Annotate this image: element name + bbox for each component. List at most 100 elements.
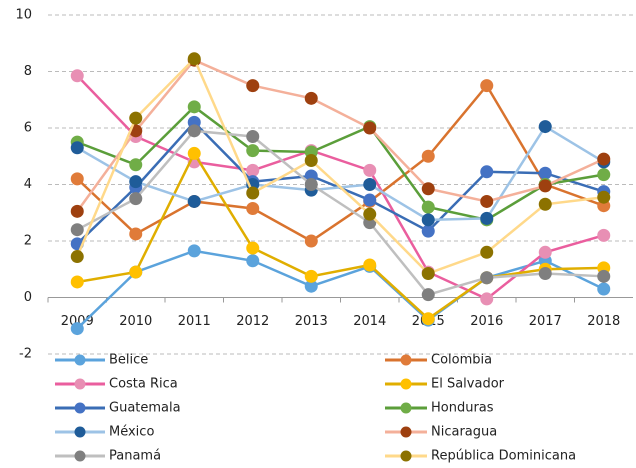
series-line bbox=[76, 83, 605, 243]
point bbox=[480, 245, 494, 259]
point bbox=[187, 52, 201, 66]
legend-label: Belice bbox=[109, 353, 148, 368]
series-line bbox=[76, 58, 605, 213]
point bbox=[304, 279, 318, 293]
point bbox=[421, 182, 435, 196]
point bbox=[70, 204, 84, 218]
point bbox=[597, 152, 611, 166]
legend-label: Colombia bbox=[431, 353, 492, 368]
point bbox=[304, 91, 318, 105]
y-tick-label: 4 bbox=[24, 177, 32, 192]
point bbox=[304, 234, 318, 248]
x-tick-label: 2013 bbox=[295, 314, 328, 329]
point bbox=[246, 144, 260, 158]
point bbox=[129, 111, 143, 125]
point bbox=[129, 158, 143, 172]
point bbox=[363, 121, 377, 135]
series-line bbox=[76, 56, 604, 275]
point bbox=[70, 275, 84, 289]
point bbox=[70, 172, 84, 186]
point bbox=[538, 197, 552, 211]
legend-label: México bbox=[109, 425, 154, 440]
point bbox=[187, 244, 201, 258]
point bbox=[538, 166, 552, 180]
legend-label: Guatemala bbox=[109, 401, 181, 416]
legend-label: Nicaragua bbox=[431, 425, 497, 440]
point bbox=[246, 241, 260, 255]
y-tick-label: 0 bbox=[24, 290, 32, 305]
legend-label: Honduras bbox=[431, 401, 494, 416]
point bbox=[187, 194, 201, 208]
x-tick-label: 2012 bbox=[236, 314, 269, 329]
point bbox=[304, 269, 318, 283]
point bbox=[480, 165, 494, 179]
point bbox=[421, 200, 435, 214]
legend-marker bbox=[74, 426, 86, 438]
point bbox=[246, 129, 260, 143]
point bbox=[129, 265, 143, 279]
point bbox=[246, 163, 260, 177]
point bbox=[363, 207, 377, 221]
x-tick-label: 2017 bbox=[529, 314, 562, 329]
point bbox=[363, 193, 377, 207]
x-tick-label: 2010 bbox=[119, 314, 152, 329]
point bbox=[70, 141, 84, 155]
legend-label: El Salvador bbox=[431, 377, 505, 392]
point bbox=[421, 288, 435, 302]
legend-marker bbox=[74, 402, 86, 414]
point bbox=[480, 79, 494, 93]
series-line bbox=[77, 150, 604, 321]
x-tick-label: 2009 bbox=[61, 314, 94, 329]
point bbox=[246, 186, 260, 200]
y-tick-label: 2 bbox=[24, 234, 32, 249]
legend-label: Costa Rica bbox=[109, 377, 178, 392]
point bbox=[246, 254, 260, 268]
point bbox=[363, 178, 377, 191]
point bbox=[70, 69, 84, 83]
legend-marker bbox=[74, 354, 86, 366]
legend-marker bbox=[400, 426, 412, 438]
point bbox=[70, 322, 84, 336]
point bbox=[597, 168, 611, 182]
point bbox=[363, 258, 377, 272]
point bbox=[538, 266, 552, 280]
y-tick-label: 10 bbox=[15, 8, 32, 23]
y-tick-label: -2 bbox=[19, 347, 32, 362]
point bbox=[304, 178, 318, 191]
point bbox=[538, 245, 552, 259]
point bbox=[421, 149, 435, 163]
point bbox=[538, 179, 552, 193]
legend-marker bbox=[74, 378, 86, 390]
point bbox=[597, 190, 611, 204]
y-tick-label: 8 bbox=[24, 64, 32, 79]
legend-label: Panamá bbox=[109, 449, 161, 464]
series-line bbox=[76, 249, 605, 330]
point bbox=[246, 79, 260, 93]
point bbox=[421, 266, 435, 280]
point bbox=[421, 224, 435, 238]
x-tick-label: 2018 bbox=[587, 314, 620, 329]
point bbox=[480, 271, 494, 285]
point bbox=[246, 202, 260, 216]
point bbox=[421, 312, 435, 326]
point bbox=[421, 213, 435, 227]
point bbox=[538, 120, 552, 134]
point bbox=[187, 100, 201, 114]
legend-label: República Dominicana bbox=[431, 449, 576, 464]
legend-marker bbox=[74, 450, 86, 462]
point bbox=[597, 282, 611, 296]
point bbox=[187, 124, 201, 138]
legend-marker bbox=[400, 354, 412, 366]
point bbox=[70, 250, 84, 264]
series-line bbox=[76, 105, 604, 222]
point bbox=[597, 269, 611, 283]
series-line bbox=[76, 129, 604, 297]
point bbox=[480, 292, 494, 306]
legend-marker bbox=[400, 402, 412, 414]
legend-marker bbox=[400, 378, 412, 390]
x-tick-label: 2011 bbox=[178, 314, 211, 329]
point bbox=[480, 194, 494, 208]
x-tick-label: 2016 bbox=[470, 314, 503, 329]
y-tick-label: 6 bbox=[24, 121, 32, 136]
point bbox=[363, 163, 377, 177]
